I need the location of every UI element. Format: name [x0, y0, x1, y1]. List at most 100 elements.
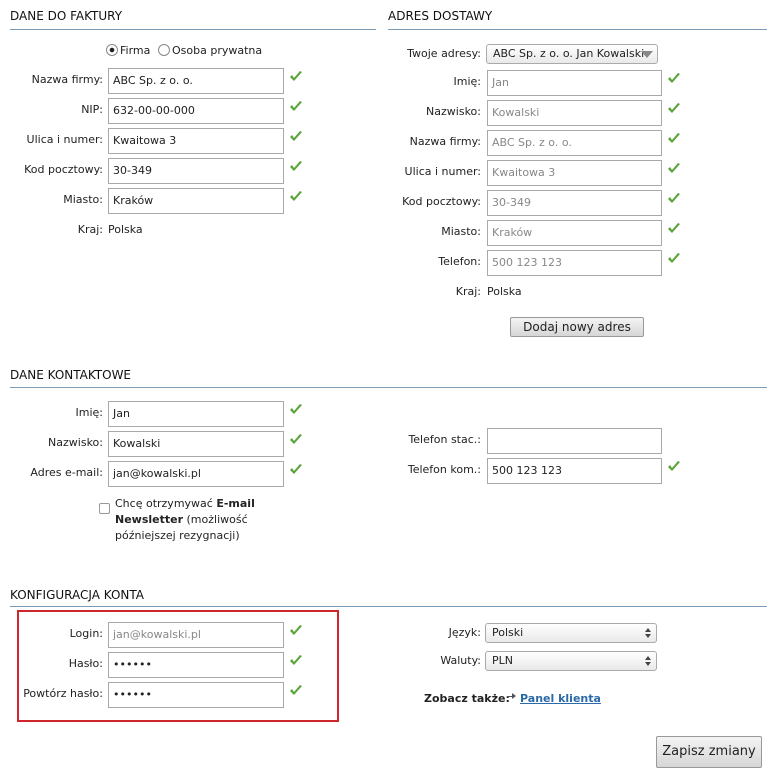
newsletter-text-part: (możliwość późniejszej rezygnacji) — [115, 513, 248, 542]
input-value: Kraków — [492, 226, 533, 239]
check-icon — [668, 163, 680, 173]
input-value: ABC Sp. z o. o. — [113, 74, 193, 87]
radio[interactable] — [158, 44, 170, 56]
input-value: ABC Sp. z o. o. — [492, 136, 572, 149]
text-input[interactable]: ABC Sp. z o. o. — [487, 130, 662, 156]
button[interactable]: Dodaj nowy adres — [510, 317, 644, 337]
input-value: 500 123 123 — [492, 464, 562, 477]
field-label: Waluty: — [440, 654, 481, 667]
text-input[interactable]: Kowalski — [108, 431, 284, 457]
field-label: NIP: — [81, 103, 103, 116]
field-label: Nazwa firmy: — [31, 73, 103, 86]
valid-check — [668, 163, 680, 173]
text-input[interactable]: ABC Sp. z o. o. — [108, 68, 284, 94]
field-label: Nazwa firmy: — [409, 135, 481, 148]
text-input[interactable]: •••••• — [108, 652, 284, 678]
valid-check — [290, 625, 302, 635]
field-label: Kraj: — [455, 285, 481, 298]
select-arrows — [645, 656, 651, 660]
valid-check — [290, 101, 302, 111]
check-icon — [290, 161, 302, 171]
valid-check — [668, 73, 680, 83]
select[interactable]: PLN — [485, 651, 657, 671]
check-icon — [668, 223, 680, 233]
section-rule — [388, 29, 767, 30]
check-icon — [290, 464, 302, 474]
text-input[interactable]: Kraków — [108, 188, 284, 214]
see-also: Zobacz także: — [424, 692, 510, 705]
check-icon — [668, 461, 680, 471]
check-icon — [290, 101, 302, 111]
text-input[interactable]: Kraków — [487, 220, 662, 246]
text-input[interactable]: 500 123 123 — [487, 250, 662, 276]
field-label: Powtórz hasło: — [23, 687, 103, 700]
text-input[interactable]: jan@kowalski.pl — [108, 622, 284, 648]
section-rule — [10, 29, 376, 30]
input-value: 500 123 123 — [492, 256, 562, 269]
check-icon — [290, 71, 302, 81]
valid-check — [668, 103, 680, 113]
field-label: Kod pocztowy: — [402, 195, 481, 208]
section-title: KONFIGURACJA KONTA — [10, 588, 144, 602]
field-label: Imię: — [75, 406, 104, 419]
text-input[interactable]: 30-349 — [108, 158, 284, 184]
valid-check — [668, 253, 680, 263]
input-value: 30-349 — [492, 196, 531, 209]
check-icon — [290, 625, 302, 635]
save-button[interactable]: Zapisz zmiany — [656, 736, 762, 768]
valid-check — [290, 191, 302, 201]
input-value: •••••• — [113, 658, 152, 671]
valid-check — [668, 133, 680, 143]
check-icon — [290, 131, 302, 141]
text-input[interactable]: 500 123 123 — [487, 458, 662, 484]
radio[interactable] — [106, 44, 118, 56]
valid-check — [668, 461, 680, 471]
select-arrows — [645, 662, 651, 666]
text-input[interactable]: Jan — [108, 401, 284, 427]
text-input[interactable]: 30-349 — [487, 190, 662, 216]
text-input[interactable]: Kwaitowa 3 — [108, 128, 284, 154]
arrow-icon — [512, 693, 516, 699]
newsletter-text-part: Chcę otrzymywać — [115, 497, 213, 510]
valid-check — [290, 404, 302, 414]
text-input[interactable]: 632-00-00-000 — [108, 98, 284, 124]
text-input[interactable] — [487, 428, 662, 454]
field-label: Telefon stac.: — [408, 433, 481, 446]
text-input[interactable]: Kowalski — [487, 100, 662, 126]
field-value: Polska — [487, 285, 522, 298]
text-input[interactable]: Kwaitowa 3 — [487, 160, 662, 186]
field-label: Nazwisko: — [426, 105, 481, 118]
input-value: jan@kowalski.pl — [113, 467, 201, 480]
valid-check — [290, 434, 302, 444]
arrow-icon — [507, 696, 514, 697]
check-icon — [290, 404, 302, 414]
checkbox[interactable] — [99, 503, 110, 514]
text-input[interactable]: •••••• — [108, 682, 284, 708]
valid-check — [290, 131, 302, 141]
select-arrows — [645, 628, 651, 632]
field-label: Ulica i numer: — [26, 133, 103, 146]
link[interactable]: Panel klienta — [520, 692, 601, 705]
valid-check — [290, 655, 302, 665]
input-value: Kwaitowa 3 — [113, 134, 177, 147]
select[interactable]: Polski — [485, 623, 657, 643]
select-arrows — [645, 634, 651, 638]
check-icon — [668, 73, 680, 83]
radio-label: Osoba prywatna — [172, 44, 263, 57]
select[interactable]: ABC Sp. z o. o. Jan Kowalski — [486, 44, 658, 64]
input-value: Jan — [492, 76, 509, 89]
check-icon — [290, 655, 302, 665]
input-value: Kowalski — [492, 106, 540, 119]
text-input[interactable]: jan@kowalski.pl — [108, 461, 284, 487]
field-label: Twoje adresy: — [407, 47, 481, 60]
check-icon — [290, 685, 302, 695]
text-input[interactable]: Jan — [487, 70, 662, 96]
input-value: Jan — [113, 407, 130, 420]
valid-check — [668, 193, 680, 203]
input-value: 632-00-00-000 — [113, 104, 195, 117]
dropdown-arrow — [641, 51, 653, 58]
field-label: Adres e-mail: — [30, 466, 103, 479]
check-icon — [668, 133, 680, 143]
field-label: Telefon kom.: — [407, 463, 481, 476]
input-value: 30-349 — [113, 164, 152, 177]
